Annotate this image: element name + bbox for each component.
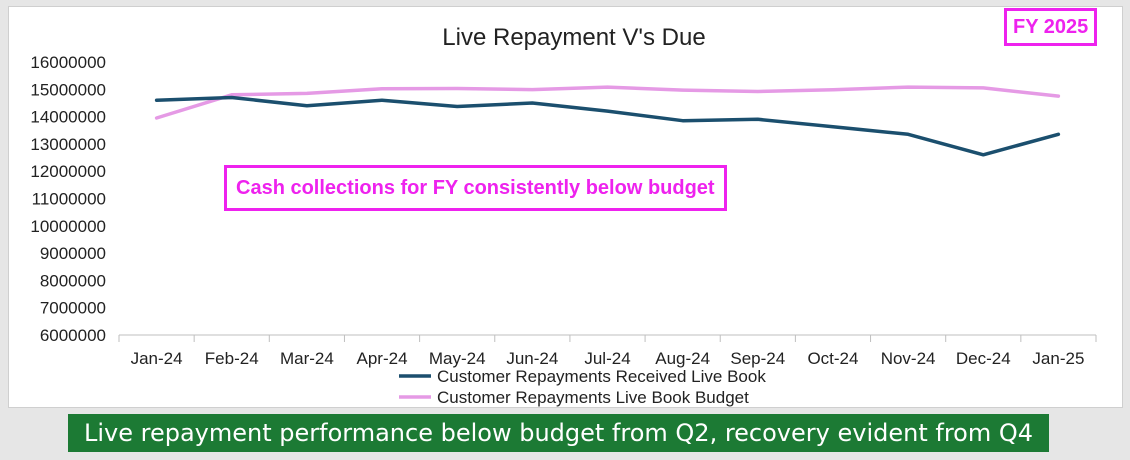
x-tick-label: Jan-25 xyxy=(1032,349,1084,368)
x-tick-label: May-24 xyxy=(429,349,486,368)
line-chart: Live Repayment V's Due 6000000 7000000 800… xyxy=(30,24,1097,407)
y-tick-label: 14000000 xyxy=(30,108,106,127)
x-tick-label: Feb-24 xyxy=(205,349,259,368)
x-axis: Jan-24 Feb-24 Mar-24 Apr-24 May-24 Jun-24 Jul-… xyxy=(118,334,1097,368)
y-tick-label: 15000000 xyxy=(30,80,106,99)
series-line-received xyxy=(154,95,1061,157)
x-tick-label: Oct-24 xyxy=(807,349,858,368)
series-line-budget xyxy=(154,85,1061,120)
fy-badge: FY 2025 xyxy=(1004,8,1098,46)
y-tick-label: 7000000 xyxy=(40,299,106,318)
x-tick-label: Dec-24 xyxy=(956,349,1011,368)
x-tick-label: Nov-24 xyxy=(881,349,936,368)
legend-label: Customer Repayments Received Live Book xyxy=(437,367,766,386)
y-tick-label: 11000000 xyxy=(32,190,106,209)
x-tick-label: Mar-24 xyxy=(280,349,334,368)
y-tick-label: 12000000 xyxy=(30,162,106,181)
x-tick-label: Jul-24 xyxy=(584,349,630,368)
chart-panel: Live Repayment V's Due 6000000 7000000 800… xyxy=(8,6,1123,408)
y-tick-label: 16000000 xyxy=(30,53,106,72)
y-tick-label: 9000000 xyxy=(40,244,106,263)
series-lines xyxy=(154,85,1061,157)
y-tick-label: 10000000 xyxy=(30,217,106,236)
legend-label: Customer Repayments Live Book Budget xyxy=(437,388,749,407)
x-tick-label: Jun-24 xyxy=(506,349,558,368)
footer-banner: Live repayment performance below budget … xyxy=(68,414,1049,452)
x-tick-label: Apr-24 xyxy=(357,349,408,368)
y-tick-label: 13000000 xyxy=(30,135,106,154)
legend: Customer Repayments Received Live Book Cu… xyxy=(399,367,766,407)
y-axis: 6000000 7000000 8000000 9000000 10000000 1100… xyxy=(30,53,106,345)
x-tick-label: Jan-24 xyxy=(131,349,183,368)
y-tick-label: 6000000 xyxy=(40,326,106,345)
chart-title: Live Repayment V's Due xyxy=(442,24,705,51)
x-tick-label: Aug-24 xyxy=(655,349,710,368)
cash-collections-callout: Cash collections for FY consistently bel… xyxy=(224,165,727,211)
y-tick-label: 8000000 xyxy=(40,271,106,290)
x-tick-label: Sep-24 xyxy=(730,349,785,368)
